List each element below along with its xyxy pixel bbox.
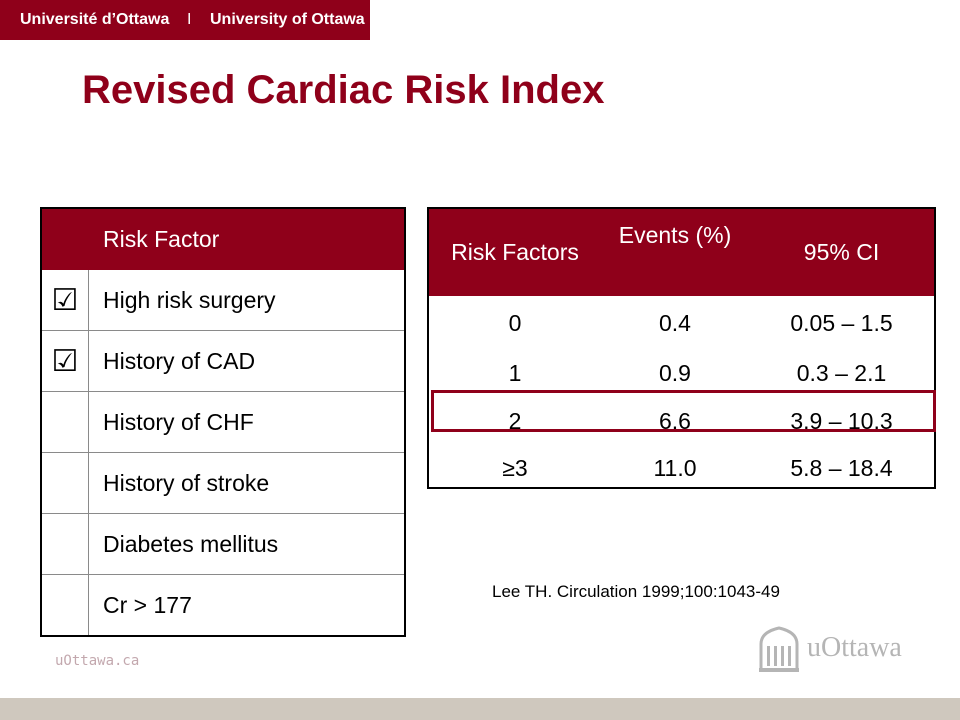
uottawa-logo: uOttawa (757, 624, 937, 674)
risk-factor-label: History of stroke (88, 452, 406, 514)
risk-factor-label: History of CHF (88, 391, 406, 453)
table-row: 1 0.9 0.3 – 2.1 (508, 360, 887, 386)
university-building-icon (759, 626, 799, 672)
banner-separator: I (187, 11, 192, 28)
risk-factor-label: High risk surgery (88, 269, 406, 331)
risk-factor-header: Risk Factor (88, 207, 406, 270)
table-row: History of CHF (40, 391, 406, 453)
header-risk-factors: Risk Factors (451, 239, 579, 265)
events-table-header: Risk Factors Events (%) 95% CI (429, 209, 934, 296)
banner-french-name: Université d’Ottawa (20, 11, 170, 28)
bottom-bar (0, 698, 960, 720)
table-row: Diabetes mellitus (40, 513, 406, 575)
header-events: Events (%) (618, 222, 732, 248)
checkbox-checked-icon: ☑ (40, 330, 89, 392)
table-row: Cr > 177 (40, 574, 406, 637)
checkbox-checked-icon: ☑ (40, 269, 89, 331)
risk-factor-label: Cr > 177 (88, 574, 406, 637)
table-row: ☑ High risk surgery (40, 269, 406, 331)
table-row: ≥3 11.0 5.8 – 18.4 (502, 455, 893, 481)
slide-title: Revised Cardiac Risk Index (82, 68, 605, 112)
table-row: ☑ History of CAD (40, 330, 406, 392)
logo-text: uOttawa (807, 632, 902, 663)
table-row: 0 0.4 0.05 – 1.5 (508, 310, 893, 336)
citation: Lee TH. Circulation 1999;100:1043-49 (492, 582, 780, 601)
risk-factor-header-row: Risk Factor (40, 207, 406, 270)
footer-url: uOttawa.ca (55, 653, 140, 669)
banner-english-name: University of Ottawa (210, 11, 365, 28)
risk-factor-label: Diabetes mellitus (88, 513, 406, 575)
risk-factor-label: History of CAD (88, 330, 406, 392)
highlight-box (431, 390, 936, 432)
header-ci: 95% CI (803, 239, 880, 265)
table-row: History of stroke (40, 452, 406, 514)
events-table: Risk Factors Events (%) 95% CI 0 0.4 0.0… (427, 207, 936, 489)
risk-factor-table: Risk Factor ☑ High risk surgery ☑ Histor… (40, 207, 406, 637)
university-banner: Université d’Ottawa I University of Otta… (0, 0, 370, 40)
